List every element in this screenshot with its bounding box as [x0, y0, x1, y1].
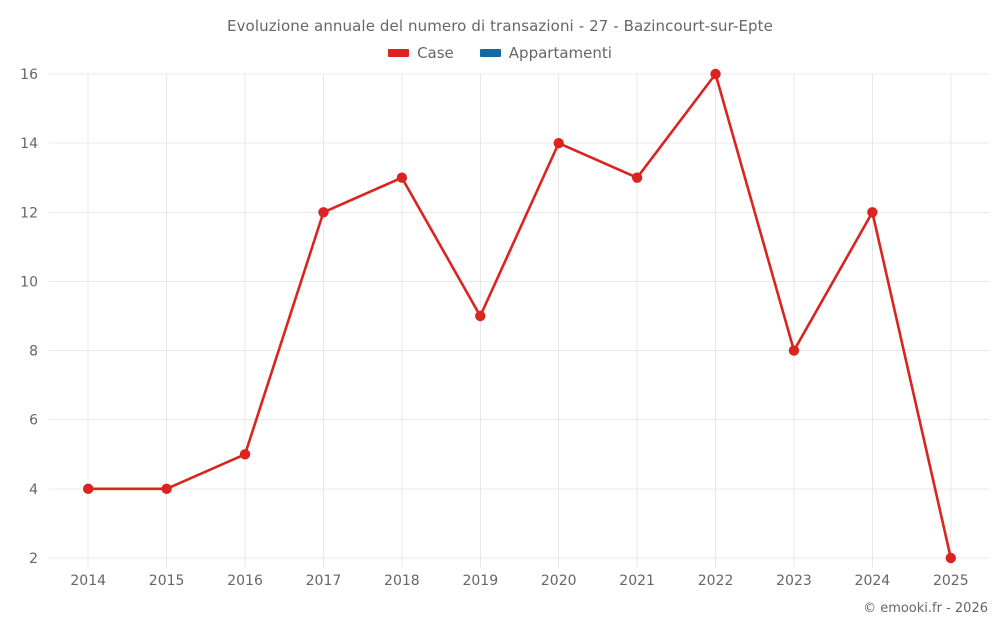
legend-item-case[interactable]: Case — [388, 44, 454, 62]
legend-item-appartamenti[interactable]: Appartamenti — [479, 44, 612, 62]
data-point[interactable] — [83, 483, 94, 495]
y-axis-tick-label: 6 — [29, 413, 38, 429]
data-point[interactable] — [710, 68, 721, 80]
legend-swatch-appartamenti — [479, 49, 501, 57]
x-axis-tick-label: 2022 — [698, 573, 734, 589]
chart-title: Evoluzione annuale del numero di transaz… — [227, 17, 773, 35]
y-axis-tick-label: 2 — [29, 551, 38, 567]
y-axis-tick-label: 16 — [20, 67, 38, 83]
x-axis-tick-label: 2021 — [619, 573, 655, 589]
data-point[interactable] — [396, 172, 408, 183]
x-axis-tick-label: 2014 — [70, 573, 106, 589]
series-line-case — [86, 72, 953, 560]
data-point[interactable] — [631, 172, 643, 183]
data-point[interactable] — [475, 310, 486, 322]
y-axis-tick-label: 10 — [20, 274, 38, 290]
x-axis-tick-label: 2020 — [541, 573, 577, 589]
data-point[interactable] — [945, 552, 956, 564]
data-point[interactable] — [318, 207, 329, 218]
legend-label-case: Case — [417, 44, 454, 62]
copyright-credit: © emooki.fr - 2026 — [863, 601, 988, 616]
data-point[interactable] — [239, 449, 251, 460]
y-axis-tick-label: 4 — [29, 482, 38, 498]
x-axis-tick-label: 2018 — [384, 573, 420, 589]
y-axis-tick-label: 12 — [20, 205, 38, 221]
y-axis-tick-label: 14 — [20, 136, 38, 152]
y-axis-tick-label: 8 — [29, 344, 38, 360]
data-point[interactable] — [161, 483, 172, 495]
chart-legend: Case Appartamenti — [0, 44, 1000, 62]
x-axis-tick-label: 2023 — [776, 573, 812, 589]
x-axis-tick-label: 2015 — [149, 573, 185, 589]
x-axis-tick-label: 2016 — [227, 573, 263, 589]
data-point[interactable] — [553, 137, 564, 149]
data-point[interactable] — [867, 207, 878, 218]
legend-swatch-case — [388, 49, 410, 57]
x-axis-tick-label: 2019 — [462, 573, 498, 589]
x-axis-tick-label: 2024 — [855, 573, 891, 589]
x-axis-tick-label: 2025 — [933, 573, 969, 589]
data-point[interactable] — [788, 345, 800, 356]
x-axis-tick-label: 2017 — [306, 573, 342, 589]
legend-label-appartamenti: Appartamenti — [508, 44, 612, 62]
